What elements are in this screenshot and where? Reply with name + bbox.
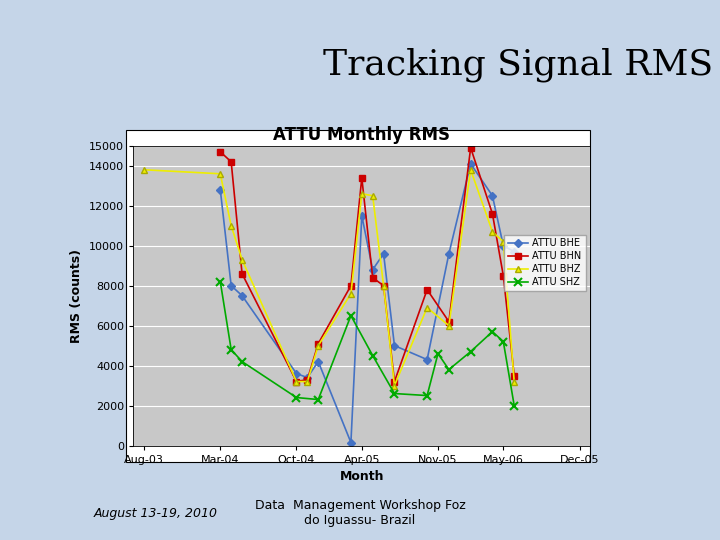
ATTU BHN — [423, 286, 431, 293]
ATTU SHZ — [292, 394, 301, 401]
ATTU BHN — [379, 282, 388, 289]
ATTU BHN — [292, 379, 301, 385]
ATTU SHZ — [227, 346, 235, 353]
ATTU BHE — [499, 242, 508, 249]
ATTU BHZ — [346, 291, 355, 297]
ATTU BHE — [346, 439, 355, 446]
ATTU BHE — [390, 342, 399, 349]
ATTU BHZ — [510, 379, 518, 385]
ATTU BHN — [488, 211, 497, 217]
Line: ATTU BHZ: ATTU BHZ — [140, 166, 518, 389]
ATTU BHN — [303, 376, 312, 383]
ATTU BHN — [444, 319, 453, 325]
ATTU BHE — [358, 212, 366, 219]
ATTU SHZ — [346, 312, 355, 319]
ATTU BHE — [369, 266, 377, 273]
ATTU BHZ — [444, 322, 453, 329]
ATTU BHZ — [379, 282, 388, 289]
ATTU BHZ — [358, 191, 366, 197]
ATTU SHZ — [510, 402, 518, 409]
ATTU BHE — [444, 251, 453, 257]
ATTU BHN — [510, 373, 518, 379]
ATTU BHN — [227, 159, 235, 165]
ATTU SHZ — [433, 350, 442, 357]
ATTU BHN — [346, 282, 355, 289]
ATTU BHE — [488, 192, 497, 199]
Title: ATTU Monthly RMS: ATTU Monthly RMS — [274, 126, 450, 144]
ATTU BHN — [238, 271, 246, 277]
ATTU BHE — [510, 248, 518, 255]
ATTU SHZ — [314, 396, 323, 403]
ATTU BHZ — [303, 379, 312, 385]
X-axis label: Month: Month — [340, 470, 384, 483]
Y-axis label: RMS (counts): RMS (counts) — [71, 248, 84, 343]
ATTU BHZ — [216, 171, 225, 177]
ATTU BHE — [379, 251, 388, 257]
ATTU BHN — [499, 272, 508, 279]
ATTU BHZ — [423, 305, 431, 311]
ATTU BHE — [303, 374, 312, 381]
ATTU BHE — [216, 186, 225, 193]
ATTU BHE — [238, 292, 246, 299]
ATTU BHN — [390, 379, 399, 385]
Line: ATTU BHE: ATTU BHE — [217, 161, 517, 445]
ATTU BHZ — [227, 222, 235, 229]
ATTU BHZ — [369, 192, 377, 199]
ATTU BHE — [292, 370, 301, 377]
ATTU BHN — [467, 145, 475, 151]
ATTU BHZ — [292, 379, 301, 385]
ATTU BHE — [314, 359, 323, 365]
Line: ATTU SHZ: ATTU SHZ — [216, 278, 518, 410]
ATTU SHZ — [238, 359, 246, 365]
Legend: ATTU BHE, ATTU BHN, ATTU BHZ, ATTU SHZ: ATTU BHE, ATTU BHN, ATTU BHZ, ATTU SHZ — [504, 234, 585, 291]
ATTU BHN — [216, 148, 225, 155]
ATTU SHZ — [444, 366, 453, 373]
ATTU BHE — [467, 160, 475, 167]
Line: ATTU BHN: ATTU BHN — [217, 144, 518, 385]
ATTU BHN — [314, 340, 323, 347]
ATTU SHZ — [390, 390, 399, 397]
Text: August 13-19, 2010: August 13-19, 2010 — [94, 507, 217, 519]
ATTU SHZ — [488, 328, 497, 335]
ATTU BHN — [358, 174, 366, 181]
ATTU SHZ — [423, 392, 431, 399]
ATTU SHZ — [467, 348, 475, 355]
ATTU BHZ — [499, 239, 508, 245]
ATTU SHZ — [216, 279, 225, 285]
ATTU BHZ — [467, 166, 475, 173]
ATTU BHE — [423, 356, 431, 363]
ATTU BHE — [227, 282, 235, 289]
ATTU BHZ — [390, 382, 399, 389]
ATTU BHN — [369, 274, 377, 281]
ATTU SHZ — [499, 339, 508, 345]
Text: Tracking Signal RMS: Tracking Signal RMS — [323, 48, 714, 82]
Text: Data  Management Workshop Foz
do Iguassu- Brazil: Data Management Workshop Foz do Iguassu-… — [255, 499, 465, 527]
ATTU BHZ — [140, 166, 148, 173]
ATTU BHZ — [238, 256, 246, 263]
ATTU BHZ — [488, 228, 497, 235]
ATTU SHZ — [369, 352, 377, 359]
ATTU BHZ — [314, 342, 323, 349]
